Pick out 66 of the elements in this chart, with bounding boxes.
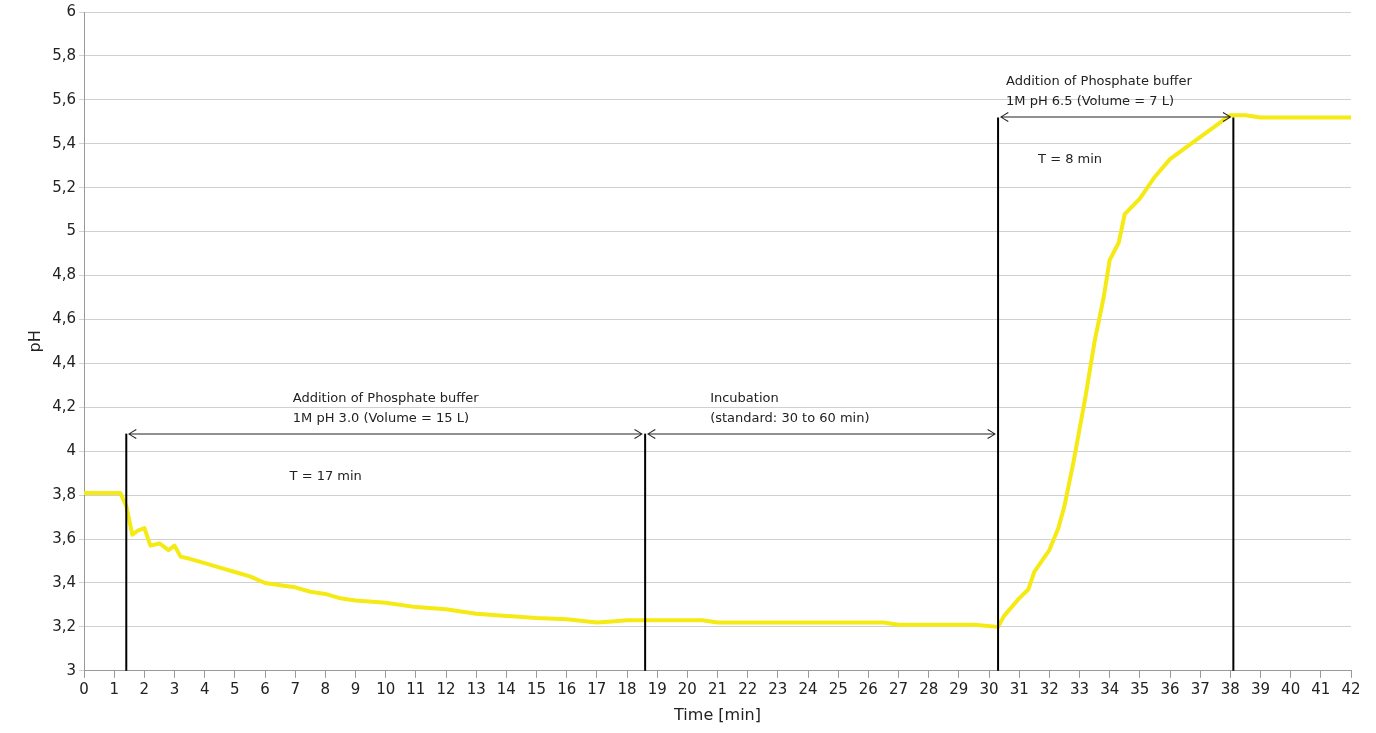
y-tick-label: 3,6 <box>52 528 77 547</box>
x-tick-label: 2 <box>139 679 150 698</box>
x-tick-label: 28 <box>919 679 939 698</box>
y-tick-label: 3,2 <box>52 616 77 635</box>
x-tick-label: 36 <box>1160 679 1180 698</box>
x-tick-label: 19 <box>647 679 667 698</box>
x-tick-label: 10 <box>376 679 396 698</box>
y-tick-label: 3,8 <box>52 485 77 504</box>
x-tick-label: 0 <box>79 679 89 698</box>
x-tick-label: 11 <box>406 679 426 698</box>
x-tick-label: 20 <box>677 679 697 698</box>
annotation: Addition of Phosphate buffer 1M pH 6.5 (Volume = 7 L) <box>1006 73 1193 109</box>
x-tick-label: 21 <box>707 679 728 698</box>
y-tick-label: 4,6 <box>52 309 77 328</box>
y-tick-label: 5,4 <box>52 133 77 152</box>
x-tick-label: 37 <box>1190 679 1210 698</box>
y-tick-label: 6 <box>66 1 77 20</box>
annotation: T = 8 min <box>1037 151 1103 167</box>
y-tick-label: 5,8 <box>52 45 77 64</box>
annotation: T = 17 min <box>288 467 362 483</box>
x-tick-label: 24 <box>798 679 818 698</box>
y-tick-label: 4,4 <box>52 353 77 372</box>
x-tick-label: 23 <box>768 679 788 698</box>
x-tick-label: 17 <box>587 679 607 698</box>
annotation: Addition of Phosphate buffer 1M pH 3.0 (Volume = 15 L) <box>292 389 480 425</box>
x-tick-label: 29 <box>949 679 969 698</box>
y-tick-label: 4,2 <box>52 397 77 416</box>
x-tick-label: 25 <box>828 679 848 698</box>
x-tick-label: 13 <box>466 679 486 698</box>
x-tick-label: 6 <box>260 679 270 698</box>
x-tick-label: 5 <box>230 679 240 698</box>
x-tick-label: 1 <box>109 679 119 698</box>
x-axis-title: Time [min] <box>673 704 761 724</box>
annotation: Incubation (standard: 30 to 60 min) <box>710 389 870 425</box>
x-tick-label: 30 <box>979 679 999 698</box>
x-tick-label: 38 <box>1220 679 1240 698</box>
x-tick-label: 40 <box>1281 679 1301 698</box>
x-tick-label: 41 <box>1311 679 1331 698</box>
y-axis-title: pH <box>24 330 44 353</box>
x-tick-label: 9 <box>350 679 361 698</box>
x-tick-label: 8 <box>320 679 331 698</box>
x-tick-label: 33 <box>1069 679 1090 698</box>
x-tick-label: 27 <box>888 679 909 698</box>
x-tick-label: 39 <box>1250 679 1271 698</box>
y-tick-label: 4 <box>66 441 77 460</box>
y-tick-label: 5,2 <box>52 177 77 196</box>
x-tick-label: 16 <box>557 679 577 698</box>
y-tick-label: 5 <box>66 221 77 240</box>
x-tick-label: 35 <box>1130 679 1150 698</box>
y-tick-label: 5,6 <box>52 89 77 108</box>
x-tick-label: 4 <box>199 679 210 698</box>
x-tick-label: 15 <box>526 679 547 698</box>
x-tick-label: 7 <box>290 679 300 698</box>
x-tick-label: 32 <box>1039 679 1059 698</box>
x-tick-label: 31 <box>1009 679 1029 698</box>
x-tick-label: 26 <box>858 679 878 698</box>
y-tick-label: 3 <box>66 660 77 679</box>
x-tick-label: 14 <box>496 679 516 698</box>
x-tick-label: 3 <box>169 679 180 698</box>
y-tick-label: 3,4 <box>52 572 77 591</box>
y-tick-label: 4,8 <box>52 265 77 284</box>
x-tick-label: 12 <box>436 679 456 698</box>
x-tick-label: 34 <box>1100 679 1120 698</box>
x-tick-label: 18 <box>617 679 637 698</box>
x-tick-label: 42 <box>1341 679 1361 698</box>
x-tick-label: 22 <box>738 679 758 698</box>
